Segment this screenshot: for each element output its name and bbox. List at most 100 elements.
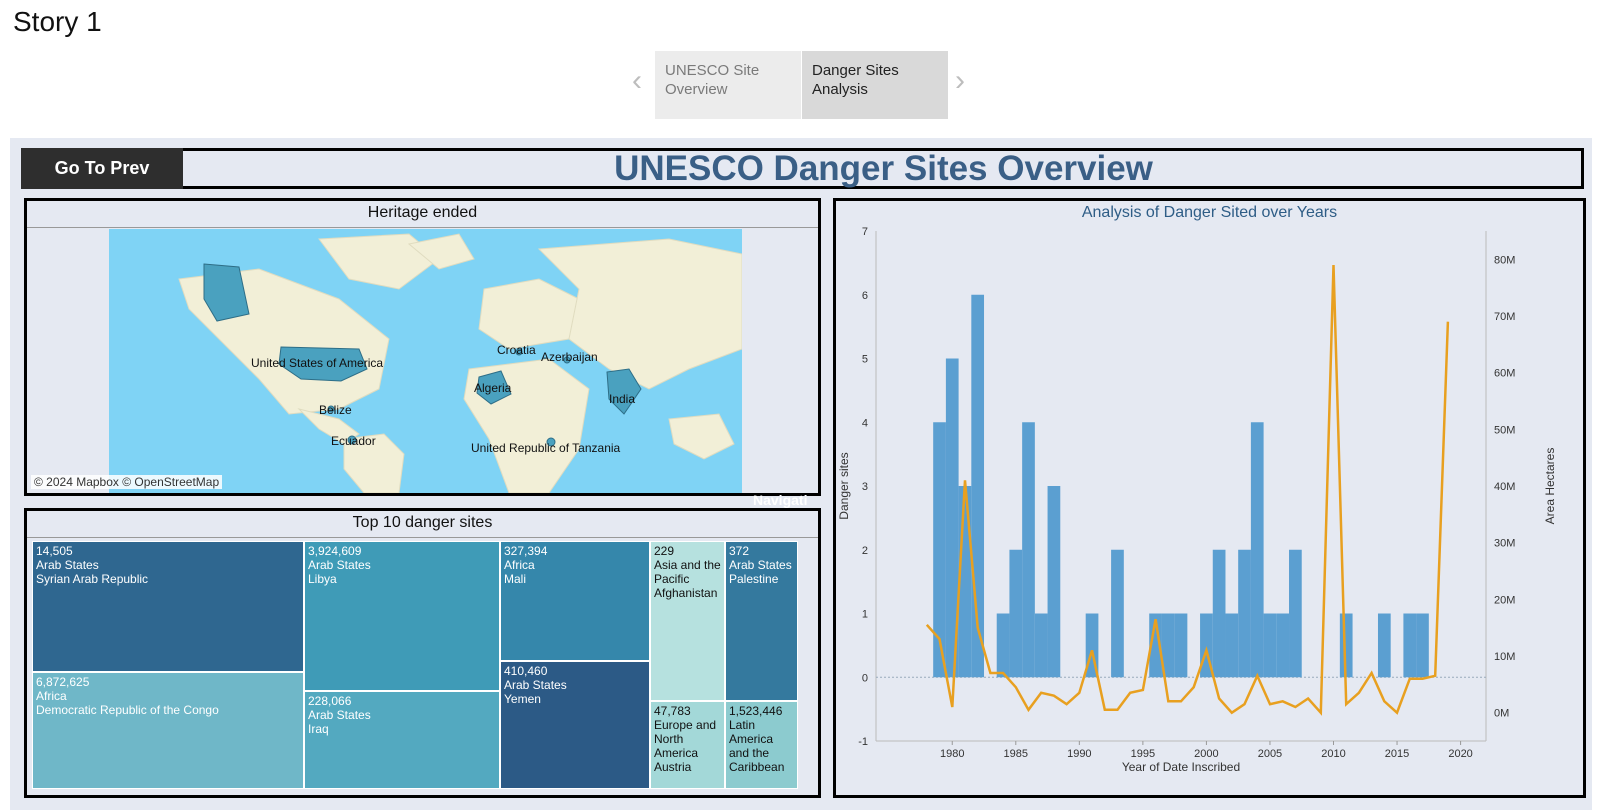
bar	[1377, 613, 1391, 678]
story-tab-site-overview[interactable]: UNESCO Site Overview	[655, 51, 801, 119]
bar	[1009, 549, 1023, 678]
bar	[996, 613, 1010, 678]
cell-value: 229	[654, 544, 675, 558]
x-tick-label: 2015	[1385, 748, 1409, 760]
bar	[1174, 613, 1188, 678]
y-tick-label: 7	[862, 226, 868, 238]
cell-value: 410,460	[504, 664, 548, 678]
treemap-cell[interactable]: 1,523,446 Latin America and the Caribbea…	[725, 701, 798, 789]
bar	[1289, 549, 1302, 678]
bar	[1225, 613, 1239, 678]
chevron-left-icon[interactable]: ‹	[632, 64, 642, 97]
cell-country: Democratic Republic of the Congo	[36, 703, 219, 717]
bar	[1022, 422, 1035, 678]
cell-region: Arab States	[504, 678, 567, 692]
y-tick-label: 6	[862, 290, 868, 302]
cell-country: Mali	[504, 572, 527, 586]
bar	[1149, 613, 1162, 678]
map-label-azerbaijan: Azerbaijan	[541, 350, 598, 364]
treemap-cell[interactable]: 410,460 Arab States Yemen	[500, 661, 650, 789]
y2-tick-label: 70M	[1494, 311, 1515, 323]
bar	[1263, 613, 1277, 678]
cell-value: 3,924,609	[308, 544, 362, 558]
map-label-ecuador: Ecuador	[331, 434, 376, 448]
bar	[1111, 549, 1124, 678]
y-tick-label: 4	[862, 417, 868, 429]
dashboard-title: UNESCO Danger Sites Overview	[614, 148, 1153, 188]
bar	[1276, 613, 1290, 678]
go-to-prev-button[interactable]: Go To Prev	[21, 148, 183, 189]
map-label-belize: Belize	[319, 403, 352, 417]
x-tick-label: 1985	[1004, 748, 1028, 760]
chart-title: Analysis of Danger Sited over Years	[1081, 204, 1338, 221]
y2-tick-label: 10M	[1494, 651, 1515, 663]
y2-tick-label: 40M	[1494, 481, 1515, 493]
y-tick-label: 3	[862, 481, 868, 493]
title-bar	[21, 148, 1584, 189]
x-tick-label: 1980	[940, 748, 964, 760]
y-axis-label: Danger sites	[837, 452, 851, 519]
y2-axis-label: Area Hectares	[1543, 448, 1557, 525]
bar	[1403, 613, 1417, 678]
x-tick-label: 1990	[1067, 748, 1091, 760]
chart-panel: Analysis of Danger Sited over Years -1 0 1…	[833, 198, 1586, 798]
y-tick-label: 0	[862, 672, 868, 684]
bar	[1250, 422, 1264, 678]
x-tick-label: 2010	[1321, 748, 1345, 760]
story-title: Story 1	[13, 6, 102, 37]
treemap-cell[interactable]: 14,505 Arab States Syrian Arab Republic	[32, 541, 304, 672]
cell-country: Iraq	[308, 722, 329, 736]
treemap-cell[interactable]: 228,066 Arab States Iraq	[304, 691, 500, 789]
treemap-cell[interactable]: 372 Arab States Palestine	[725, 541, 798, 701]
y2-tick-label: 60M	[1494, 368, 1515, 380]
y2-tick-label: 80M	[1494, 254, 1515, 266]
treemap-cell[interactable]: 47,783 Europe and North America Austria	[650, 701, 725, 789]
map-label-india: India	[609, 392, 636, 406]
dual-axis-chart[interactable]: -1012345670M10M20M30M40M50M60M70M80M1980…	[836, 201, 1583, 795]
y-tick-label: 2	[862, 545, 868, 557]
bar	[1212, 549, 1226, 678]
treemap-panel: Top 10 danger sites 14,505 Arab States S…	[24, 508, 821, 798]
cell-value: 6,872,625	[36, 675, 90, 689]
treemap-cell[interactable]: 229 Asia and the Pacific Afghanistan	[650, 541, 725, 701]
x-tick-label: 2000	[1194, 748, 1218, 760]
cell-country: Palestine	[729, 572, 779, 586]
y2-tick-label: 30M	[1494, 538, 1515, 550]
map-title: Heritage ended	[27, 201, 818, 228]
y-tick-label: 1	[862, 609, 868, 621]
y2-tick-label: 20M	[1494, 594, 1515, 606]
map-label-tanzania: United Republic of Tanzania	[471, 441, 621, 455]
cell-region: Arab States	[36, 558, 99, 572]
treemap: 14,505 Arab States Syrian Arab Republic …	[32, 541, 814, 789]
bar	[1238, 549, 1251, 678]
cell-value: 1,523,446	[729, 704, 783, 718]
treemap-cell[interactable]: 327,394 Africa Mali	[500, 541, 650, 661]
bar	[1034, 613, 1048, 678]
cell-region: Africa	[504, 558, 535, 572]
map-panel: Heritage ended	[24, 198, 821, 496]
cell-region: Africa	[36, 689, 67, 703]
x-axis-label: Year of Date Inscribed	[1122, 760, 1240, 774]
y2-tick-label: 50M	[1494, 424, 1515, 436]
map-land	[178, 233, 742, 493]
area-line	[925, 264, 1450, 716]
bar	[945, 358, 959, 678]
x-tick-label: 1995	[1131, 748, 1155, 760]
cell-value: 327,394	[504, 544, 548, 558]
chevron-right-icon[interactable]: ›	[955, 64, 965, 97]
x-tick-label: 2005	[1258, 748, 1282, 760]
world-map[interactable]: United States of America Croatia Azerbai…	[109, 229, 742, 493]
treemap-cell[interactable]: 3,924,609 Arab States Libya	[304, 541, 500, 691]
cell-region: Asia and the Pacific	[654, 558, 721, 586]
cell-country: Afghanistan	[654, 586, 718, 600]
cell-region: Latin America and the Caribbean	[729, 718, 785, 774]
treemap-cell[interactable]: 6,872,625 Africa Democratic Republic of …	[32, 672, 304, 789]
map-label-croatia: Croatia	[497, 343, 536, 357]
y-tick-label: -1	[858, 736, 868, 748]
map-credit: © 2024 Mapbox © OpenStreetMap	[31, 475, 223, 489]
cell-region: Arab States	[308, 708, 371, 722]
story-tab-danger-analysis[interactable]: Danger Sites Analysis	[802, 51, 948, 119]
x-tick-label: 2020	[1448, 748, 1472, 760]
navigation-overlay-text: Navigati	[753, 492, 808, 508]
cell-region: Arab States	[729, 558, 792, 572]
